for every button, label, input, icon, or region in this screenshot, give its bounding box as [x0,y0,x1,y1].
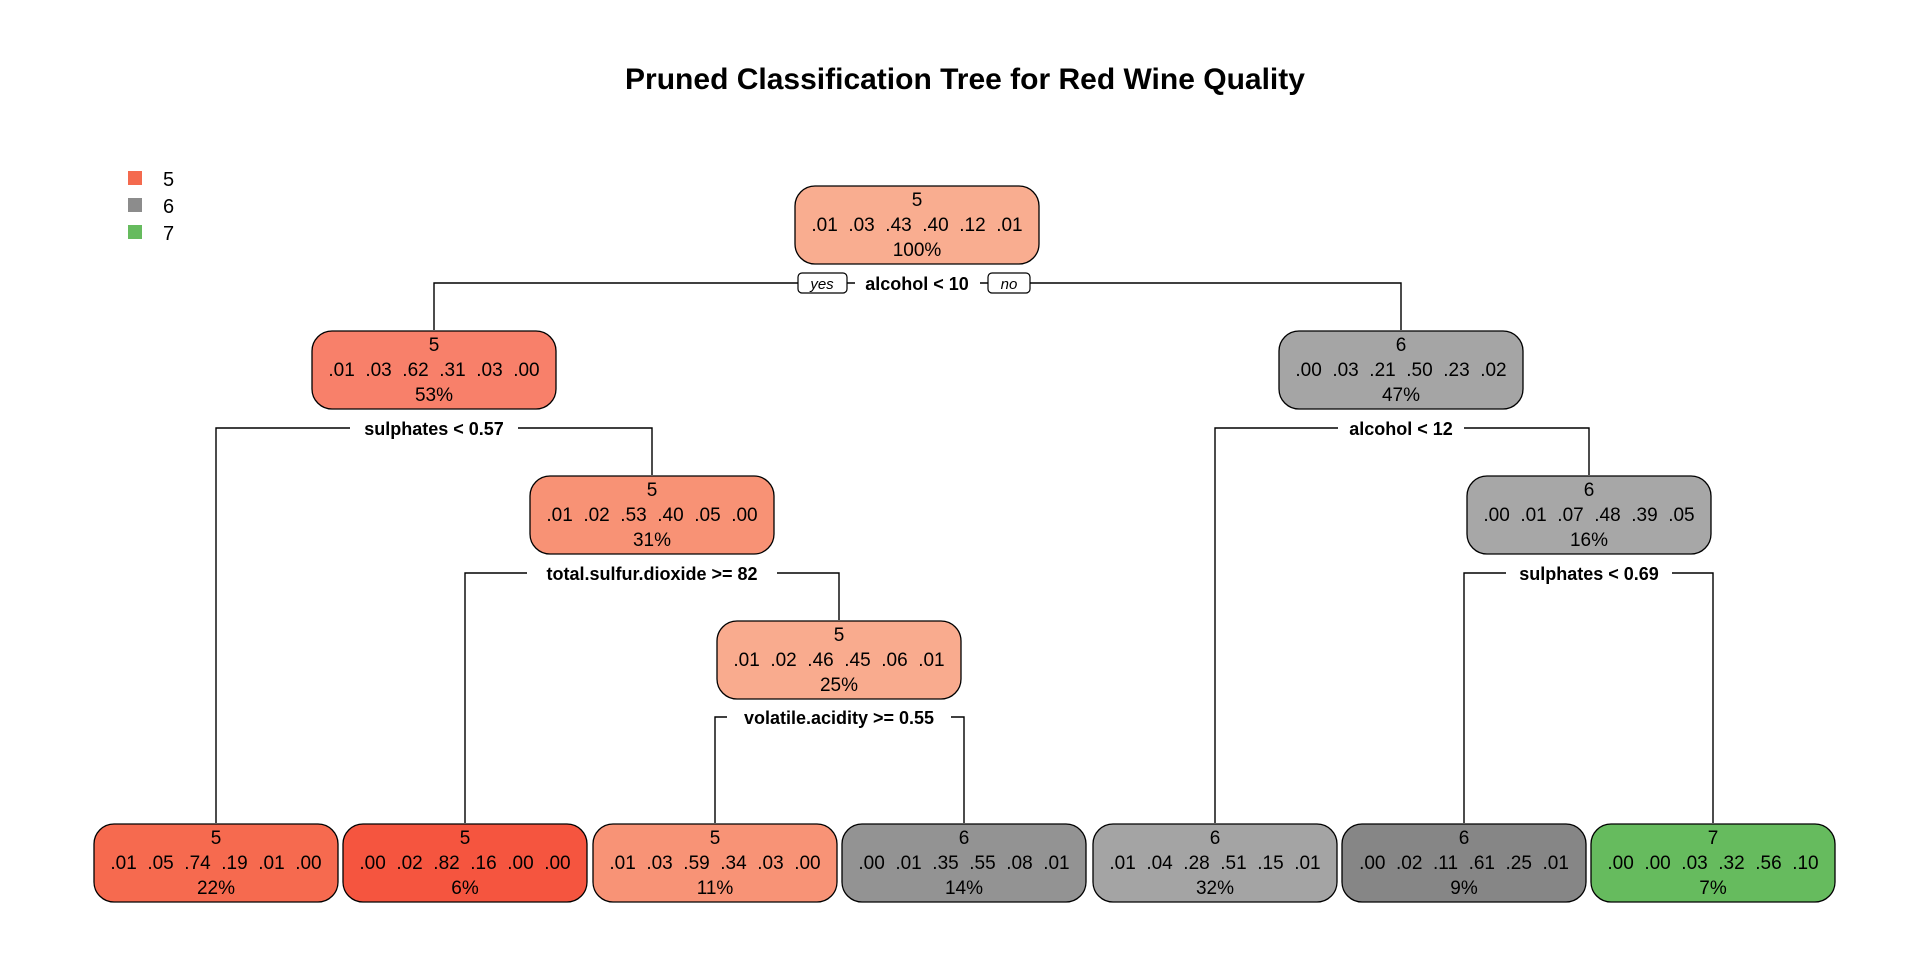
node-percentage: 11% [697,878,734,899]
node-percentage: 31% [633,530,671,551]
node-class-label: 5 [429,335,440,356]
split-label-bg [855,271,980,295]
node-percentage: 9% [1450,878,1478,899]
legend-swatch-5 [128,171,142,185]
node-percentage: 32% [1196,878,1234,899]
node-percentage: 6% [451,878,479,899]
node-percentage: 25% [820,675,858,696]
chart-title: Pruned Classification Tree for Red Wine … [625,63,1305,96]
node-percentage: 53% [415,385,453,406]
node-class-label: 6 [1210,828,1221,849]
node-box [93,823,339,903]
node-class-label: 7 [1708,828,1719,849]
node-class-label: 5 [647,480,658,501]
node-probabilities: .00 .03 .21 .50 .23 .02 [1295,360,1506,381]
node-box [1341,823,1587,903]
node-class-label: 6 [1584,480,1595,501]
node-probabilities: .00 .01 .35 .55 .08 .01 [858,853,1069,874]
tree-node: 6 .00 .01 .07 .48 .39 .05 16% [1466,475,1712,555]
node-probabilities: .01 .04 .28 .51 .15 .01 [1109,853,1320,874]
yes-badge-label: yes [809,276,834,293]
legend-label-5: 5 [163,169,174,191]
node-probabilities: .00 .00 .03 .32 .56 .10 [1607,853,1818,874]
legend: 5 6 7 [128,169,174,245]
node-box [342,823,588,903]
split-label-bg [727,705,951,729]
tree-node: 7 .00 .00 .03 .32 .56 .10 7% [1590,823,1836,903]
node-class-label: 5 [211,828,222,849]
tree-node: 6 .00 .03 .21 .50 .23 .02 47% [1278,330,1524,410]
node-class-label: 5 [912,190,923,211]
split-label-bg [1338,416,1464,440]
node-box [841,823,1087,903]
node-probabilities: .01 .03 .59 .34 .03 .00 [609,853,820,874]
no-badge [987,272,1031,294]
node-box [794,185,1040,265]
edge-sulphates-069 [1463,572,1714,823]
legend-swatch-7 [128,225,142,239]
split-alcohol-10: alcohol < 10 [865,274,969,294]
node-box [1278,330,1524,410]
tree-node: 5 .00 .02 .82 .16 .00 .00 6% [342,823,588,903]
legend-label-7: 7 [163,223,174,245]
node-probabilities: .00 .02 .11 .61 .25 .01 [1359,853,1569,874]
node-box [592,823,838,903]
node-box [529,475,775,555]
split-total-sulfur-dioxide: total.sulfur.dioxide >= 82 [546,564,757,584]
node-box [1590,823,1836,903]
node-percentage: 16% [1570,530,1608,551]
node-probabilities: .00 .01 .07 .48 .39 .05 [1483,505,1694,526]
node-box [716,620,962,700]
node-probabilities: .01 .03 .43 .40 .12 .01 [811,215,1022,236]
tree-node: 6 .01 .04 .28 .51 .15 .01 32% [1092,823,1338,903]
tree-node: 5 .01 .03 .59 .34 .03 .00 11% [592,823,838,903]
split-alcohol-12: alcohol < 12 [1349,419,1453,439]
node-percentage: 7% [1699,878,1727,899]
tree-node: 5 .01 .03 .62 .31 .03 .00 53% [311,330,557,410]
tree-node: 5 .01 .03 .43 .40 .12 .01 100% [794,185,1040,265]
split-label-bg [527,561,777,585]
tree-node: 6 .00 .02 .11 .61 .25 .01 9% [1341,823,1587,903]
split-labels: alcohol < 10 sulphates < 0.57 alcohol < … [350,271,1672,729]
legend-swatch-6 [128,198,142,212]
tree-nodes: 5 .01 .03 .43 .40 .12 .01 100% 5 .01 .03 .62… [93,185,1836,903]
branch-badges: yes no [797,272,1031,294]
node-percentage: 14% [945,878,983,899]
tree-node: 5 .01 .02 .46 .45 .06 .01 25% [716,620,962,700]
split-label-bg [350,416,518,440]
node-class-label: 6 [1459,828,1470,849]
node-probabilities: .01 .02 .46 .45 .06 .01 [733,650,944,671]
node-class-label: 6 [959,828,970,849]
yes-badge [797,272,848,294]
split-volatile-acidity: volatile.acidity >= 0.55 [744,708,934,728]
node-percentage: 22% [197,878,235,899]
node-probabilities: .01 .02 .53 .40 .05 .00 [546,505,757,526]
legend-label-6: 6 [163,196,174,218]
node-percentage: 100% [893,240,942,261]
node-probabilities: .01 .05 .74 .19 .01 .00 [110,853,321,874]
node-box [1092,823,1338,903]
node-class-label: 6 [1396,335,1407,356]
split-sulphates-057: sulphates < 0.57 [364,419,504,439]
node-box [1466,475,1712,555]
node-box [311,330,557,410]
node-class-label: 5 [710,828,721,849]
node-percentage: 47% [1382,385,1420,406]
tree-node: 6 .00 .01 .35 .55 .08 .01 14% [841,823,1087,903]
node-class-label: 5 [834,625,845,646]
no-badge-label: no [1001,276,1018,293]
node-class-label: 5 [460,828,471,849]
tree-node: 5 .01 .02 .53 .40 .05 .00 31% [529,475,775,555]
edge-volatile-acidity [714,716,965,823]
split-sulphates-069: sulphates < 0.69 [1519,564,1659,584]
node-probabilities: .01 .03 .62 .31 .03 .00 [328,360,539,381]
tree-node: 5 .01 .05 .74 .19 .01 .00 22% [93,823,339,903]
split-label-bg [1506,561,1672,585]
node-probabilities: .00 .02 .82 .16 .00 .00 [359,853,570,874]
